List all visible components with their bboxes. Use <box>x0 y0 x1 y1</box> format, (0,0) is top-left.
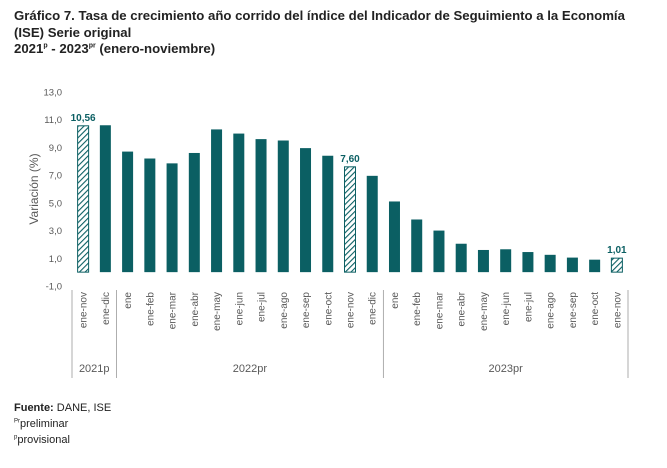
x-tick-label: ene-dic <box>101 292 112 325</box>
x-tick-label: ene-abr <box>190 291 201 326</box>
x-tick-label: ene-oct <box>323 292 334 326</box>
title-line-1: Gráfico 7. Tasa de crecimiento año corri… <box>14 8 625 23</box>
bar-ene-feb-3 <box>144 158 156 273</box>
year-group-label: 2022pr <box>233 363 268 375</box>
x-tick-label: ene-nov <box>612 292 623 328</box>
year-group-label: 2023pr <box>489 363 524 375</box>
x-tick-label: ene-nov <box>346 292 357 328</box>
x-tick-label: ene-feb <box>412 292 423 326</box>
bar-ene-nov-12 <box>344 166 356 273</box>
x-tick-label: ene-jul <box>257 292 268 322</box>
source-note: Fuente: DANE, ISE <box>14 402 112 414</box>
year-group-label: 2021p <box>79 363 110 375</box>
x-tick-label: ene-sep <box>301 292 312 329</box>
bar-ene-dic-1 <box>99 125 111 273</box>
x-tick-label: ene-abr <box>457 291 468 326</box>
bar-ene-jul-20 <box>522 252 534 273</box>
x-tick-label: ene-ago <box>546 292 557 329</box>
bar-ene-sep-10 <box>300 148 312 273</box>
x-tick-label: ene-sep <box>568 292 579 329</box>
y-tick-label: 1,0 <box>49 254 62 265</box>
bar-ene-14 <box>388 201 400 273</box>
x-tick-label: ene-mar <box>434 291 445 329</box>
bar-ene-abr-17 <box>455 243 467 273</box>
data-label: 7,60 <box>340 154 360 165</box>
bar-ene-may-18 <box>477 249 489 273</box>
x-tick-label: ene-mar <box>168 291 179 329</box>
x-tick-label: ene-nov <box>79 292 90 328</box>
x-tick-label: ene-feb <box>145 292 156 326</box>
y-axis-title: Variación (%) <box>27 153 41 224</box>
bar-ene-2 <box>122 151 134 273</box>
y-tick-label: 13,0 <box>44 88 63 99</box>
bar-ene-jul-8 <box>255 139 267 273</box>
bar-ene-mar-16 <box>433 230 445 273</box>
bar-ene-abr-5 <box>188 152 200 273</box>
bar-chart: 13,0 11,0 9,0 7,0 5,0 3,0 1,0 -1,0 Variación (%)… <box>27 88 629 378</box>
bar-ene-oct-11 <box>322 155 334 273</box>
data-label: 1,01 <box>607 245 627 256</box>
y-tick-label: 9,0 <box>49 143 62 154</box>
y-tick-label: 7,0 <box>49 171 62 182</box>
bar-ene-ago-21 <box>544 254 556 273</box>
y-tick-label: 5,0 <box>49 198 62 209</box>
x-tick-label: ene <box>123 292 134 309</box>
x-tick-label: ene-oct <box>590 292 601 326</box>
bar-ene-feb-15 <box>411 219 423 273</box>
title-line-2: (ISE) Serie original <box>14 24 132 40</box>
y-tick-label: -1,0 <box>46 282 62 293</box>
data-label: 10,56 <box>71 113 96 124</box>
x-tick-label: ene-may <box>212 292 223 331</box>
bar-ene-sep-22 <box>566 257 578 273</box>
x-tick-label: ene-may <box>479 292 490 331</box>
bar-ene-nov-24 <box>610 257 623 273</box>
bar-ene-nov-0 <box>77 125 90 273</box>
x-tick-label: ene-jul <box>523 292 534 322</box>
title-line-3: 2021p - 2023pr (enero-noviembre) <box>14 41 216 56</box>
y-tick-label: 11,0 <box>44 115 62 126</box>
x-tick-label: ene-jun <box>234 292 245 325</box>
provisional-note: pprovisional <box>14 434 70 446</box>
bar-ene-may-6 <box>211 129 223 273</box>
preliminary-note: Prpreliminar <box>14 418 69 430</box>
y-tick-label: 3,0 <box>49 226 62 237</box>
bar-ene-dic-13 <box>366 175 378 273</box>
bar-ene-jun-19 <box>500 249 512 273</box>
chart-title: Gráfico 7. Tasa de crecimiento año corri… <box>14 8 654 58</box>
bar-ene-ago-9 <box>277 140 289 273</box>
bar-ene-mar-4 <box>166 163 178 273</box>
bar-ene-jun-7 <box>233 133 245 273</box>
x-tick-label: ene <box>390 292 401 309</box>
chart-footer: Fuente: DANE, ISE Prpreliminar pprovisio… <box>14 400 111 448</box>
bar-ene-oct-23 <box>589 259 601 273</box>
x-tick-label: ene-dic <box>368 292 379 325</box>
x-tick-label: ene-jun <box>501 292 512 325</box>
x-tick-label: ene-ago <box>279 292 290 329</box>
